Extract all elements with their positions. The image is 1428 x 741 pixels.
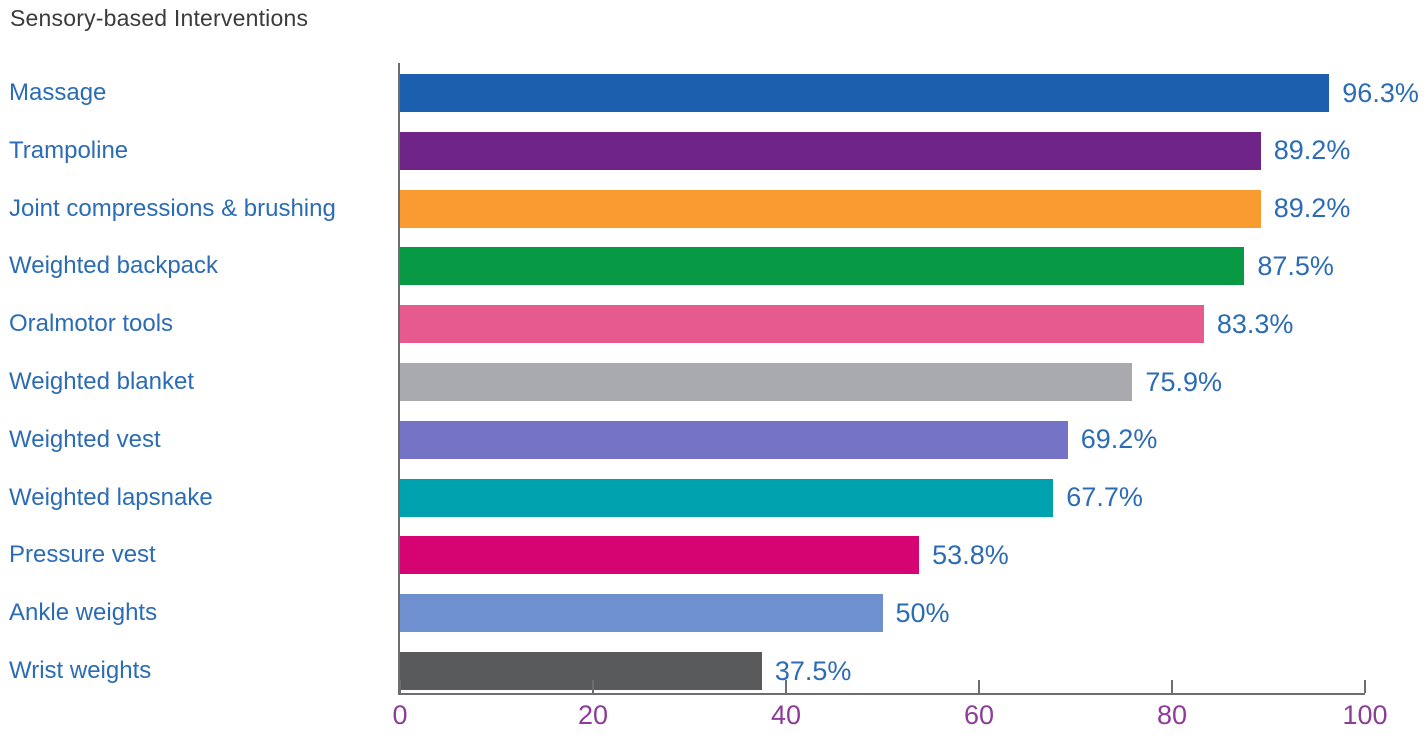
bar-trampoline <box>400 131 1261 170</box>
bar-row: 53.8% <box>400 536 1365 575</box>
bar-weighted-lapsnake <box>400 478 1054 517</box>
value-label: 89.2% <box>1273 193 1351 224</box>
bar-row: 67.7% <box>400 478 1365 517</box>
value-label: 75.9% <box>1145 366 1222 397</box>
category-label: Massage <box>9 79 107 106</box>
category-label: Joint compressions & brushing <box>9 194 336 222</box>
value-label: 53.8% <box>932 539 1009 570</box>
bar-row: 89.2% <box>400 189 1365 228</box>
category-label: Ankle weights <box>9 599 158 627</box>
bar-row: 75.9% <box>400 363 1365 401</box>
bar-massage <box>400 74 1330 112</box>
bar-row: 89.2% <box>400 131 1365 170</box>
x-axis-tick <box>1364 680 1366 693</box>
category-label: Weighted blanket <box>9 368 195 395</box>
category-label: Oralmotor tools <box>9 310 174 338</box>
value-label: 89.2% <box>1273 135 1351 166</box>
x-axis-tick-label: 0 <box>392 700 408 730</box>
plot-area: 96.3% 89.2% 89.2% 87.5% 83.3% 75.9% 69.2% 67.7%… <box>398 63 1419 695</box>
category-label: Pressure vest <box>9 541 156 569</box>
x-axis-tick-label: 80 <box>1156 700 1188 730</box>
value-label: 87.5% <box>1257 250 1334 281</box>
category-label: Weighted lapsnake <box>9 483 213 511</box>
value-label: 67.7% <box>1066 482 1143 513</box>
x-axis-tick-label: 100 <box>1342 700 1388 730</box>
category-labels: Massage Trampoline Joint compressions & br… <box>0 63 396 695</box>
chart-title: Sensory-based Interventions <box>10 5 309 31</box>
bar-weighted-vest <box>400 420 1068 459</box>
bar-oralmotor-tools <box>400 305 1204 344</box>
bar-row: 37.5% <box>400 652 1365 690</box>
bar-row: 83.3% <box>400 305 1365 344</box>
bar-row: 69.2% <box>400 420 1365 459</box>
bar-row: 50% <box>400 594 1365 633</box>
bar-row: 87.5% <box>400 247 1365 286</box>
value-label: 69.2% <box>1080 424 1158 455</box>
bar-weighted-backpack <box>400 247 1245 286</box>
value-label: 50% <box>895 597 950 628</box>
x-axis-tick <box>592 680 594 693</box>
x-axis-tick-label: 60 <box>963 700 995 730</box>
x-axis-tick-label: 40 <box>770 700 802 730</box>
category-label: Weighted vest <box>9 425 161 453</box>
value-label: 37.5% <box>774 655 852 686</box>
category-label: Wrist weights <box>9 657 152 684</box>
x-axis-tick <box>399 680 401 693</box>
x-axis-tick <box>978 680 980 693</box>
category-label: Trampoline <box>9 136 129 164</box>
x-axis-tick <box>1171 680 1173 693</box>
value-label: 83.3% <box>1216 308 1294 339</box>
bar-row: 96.3% <box>400 74 1419 112</box>
value-label: 96.3% <box>1342 77 1419 108</box>
bar-joint-compressions-brushing <box>400 189 1261 228</box>
x-axis-tick <box>785 680 787 693</box>
bar-wrist-weights <box>400 652 762 690</box>
bar-pressure-vest <box>400 536 920 575</box>
bar-weighted-blanket <box>400 363 1133 401</box>
category-label: Weighted backpack <box>9 252 219 280</box>
x-axis-tick-label: 20 <box>577 700 609 730</box>
bar-ankle-weights <box>400 594 883 633</box>
